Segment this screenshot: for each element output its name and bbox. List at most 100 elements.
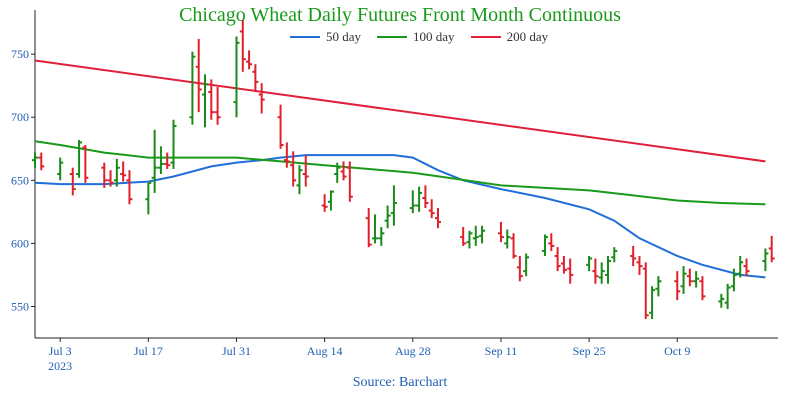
- ohlc-bar: [120, 161, 127, 182]
- ohlc-bar: [69, 167, 76, 196]
- ohlc-bar: [290, 151, 297, 187]
- ohlc-bar: [693, 271, 700, 288]
- ohlc-bar: [523, 253, 530, 277]
- ohlc-bar: [409, 190, 416, 214]
- ohlc-bar: [334, 162, 341, 183]
- ohlc-bar: [283, 142, 290, 168]
- ohlc-bar: [516, 256, 523, 282]
- ma-line-50-day: [34, 154, 766, 279]
- legend-label-100-day: 100 day: [413, 29, 455, 44]
- ohlc-bar: [365, 208, 372, 248]
- moving-average-lines: [34, 59, 766, 279]
- ohlc-bar: [340, 161, 347, 181]
- ohlc-bar: [170, 119, 177, 169]
- ohlc-bar: [567, 258, 574, 284]
- ohlc-bar: [214, 86, 221, 125]
- ohlc-bar: [113, 158, 120, 187]
- ohlc-bar: [195, 39, 202, 113]
- ohlc-bar: [649, 286, 656, 320]
- ohlc-bar: [743, 258, 750, 277]
- ohlc-bar: [246, 50, 253, 70]
- ohlc-bar: [76, 139, 83, 178]
- source-label: Source: Barchart: [352, 375, 448, 390]
- ohlc-bar: [372, 214, 379, 244]
- legend-swatch-100-day: [377, 36, 408, 38]
- y-tick-label: 600: [11, 236, 29, 250]
- ohlc-bar: [157, 146, 164, 174]
- x-tick-label: Aug 14: [307, 344, 343, 358]
- legend-item-200-day: 200 day: [470, 29, 549, 45]
- ohlc-bar: [390, 185, 397, 226]
- ohlc-bar: [642, 262, 649, 320]
- legend-label-50-day: 50 day: [326, 29, 362, 44]
- ohlc-bar: [604, 256, 611, 284]
- ohlc-bar: [504, 229, 511, 249]
- ohlc-bar: [479, 225, 486, 244]
- ohlc-bar: [554, 247, 561, 272]
- ohlc-bar: [497, 221, 504, 243]
- ohlc-bar: [126, 170, 133, 205]
- ohlc-bar: [586, 256, 593, 272]
- ohlc-bar: [321, 194, 328, 212]
- ohlc-bar: [680, 266, 687, 294]
- ohlc-bar: [151, 129, 158, 193]
- chart-legend: 50 day 100 day 200 day: [290, 29, 548, 45]
- ohlc-bar: [296, 165, 303, 195]
- ohlc-bar: [724, 283, 731, 309]
- ohlc-bar: [82, 144, 89, 183]
- ohlc-bar: [107, 170, 114, 187]
- ohlc-bar: [208, 79, 215, 120]
- ohlc-bar: [636, 256, 643, 275]
- ohlc-bar: [686, 268, 693, 287]
- ohlc-bar: [277, 104, 284, 149]
- x-tick-label: Aug 28: [395, 344, 431, 358]
- ma-line-100-day: [34, 140, 766, 206]
- ohlc-bar: [428, 199, 435, 219]
- x-tick-label: Oct 9: [664, 344, 690, 358]
- ohlc-bar: [510, 233, 517, 259]
- ohlc-bar: [674, 271, 681, 301]
- ohlc-bar: [101, 162, 108, 188]
- chart-title: Chicago Wheat Daily Futures Front Month …: [179, 4, 621, 26]
- ohlc-bar: [239, 20, 246, 72]
- ohlc-bar: [737, 256, 744, 278]
- y-tick-label: 750: [11, 47, 29, 61]
- legend-item-100-day: 100 day: [377, 29, 455, 45]
- legend-item-50-day: 50 day: [290, 29, 361, 45]
- ohlc-bar: [57, 157, 64, 181]
- ohlc-bar: [145, 181, 152, 215]
- ohlc-bar: [258, 83, 265, 114]
- ohlc-bar: [718, 293, 725, 308]
- ohlc-bar: [730, 268, 737, 292]
- ohlc-bar: [592, 258, 599, 284]
- ohlc-bar: [630, 245, 637, 267]
- x-tick-label: Jul 31: [222, 344, 251, 358]
- ohlc-bar: [378, 226, 385, 246]
- x-tick-label: Jul 3: [49, 344, 72, 358]
- ohlc-bar: [472, 225, 479, 246]
- x-tick-label: Sep 25: [573, 344, 606, 358]
- ohlc-bar: [768, 235, 775, 263]
- ohlc-bar: [32, 152, 38, 168]
- ohlc-bar: [434, 208, 441, 229]
- ohlc-bar: [611, 247, 618, 263]
- legend-swatch-50-day: [290, 36, 320, 38]
- ohlc-bar: [164, 152, 171, 169]
- x-tick-sublabel: 2023: [48, 359, 72, 373]
- ohlc-bar: [346, 161, 353, 202]
- ohlc-bar: [252, 64, 259, 92]
- legend-swatch-200-day: [470, 36, 501, 38]
- ohlc-bar: [699, 276, 706, 301]
- ohlc-bar: [762, 248, 769, 272]
- ohlc-bar: [548, 233, 555, 251]
- x-tick-label: Jul 17: [134, 344, 163, 358]
- ohlc-bar: [189, 51, 196, 125]
- legend-label-200-day: 200 day: [506, 29, 549, 44]
- ohlc-bars: [32, 20, 775, 320]
- x-tick-label: Sep 11: [485, 344, 518, 358]
- ma-line-200-day: [34, 59, 766, 163]
- ohlc-bar: [466, 230, 473, 249]
- ohlc-bar: [598, 262, 605, 284]
